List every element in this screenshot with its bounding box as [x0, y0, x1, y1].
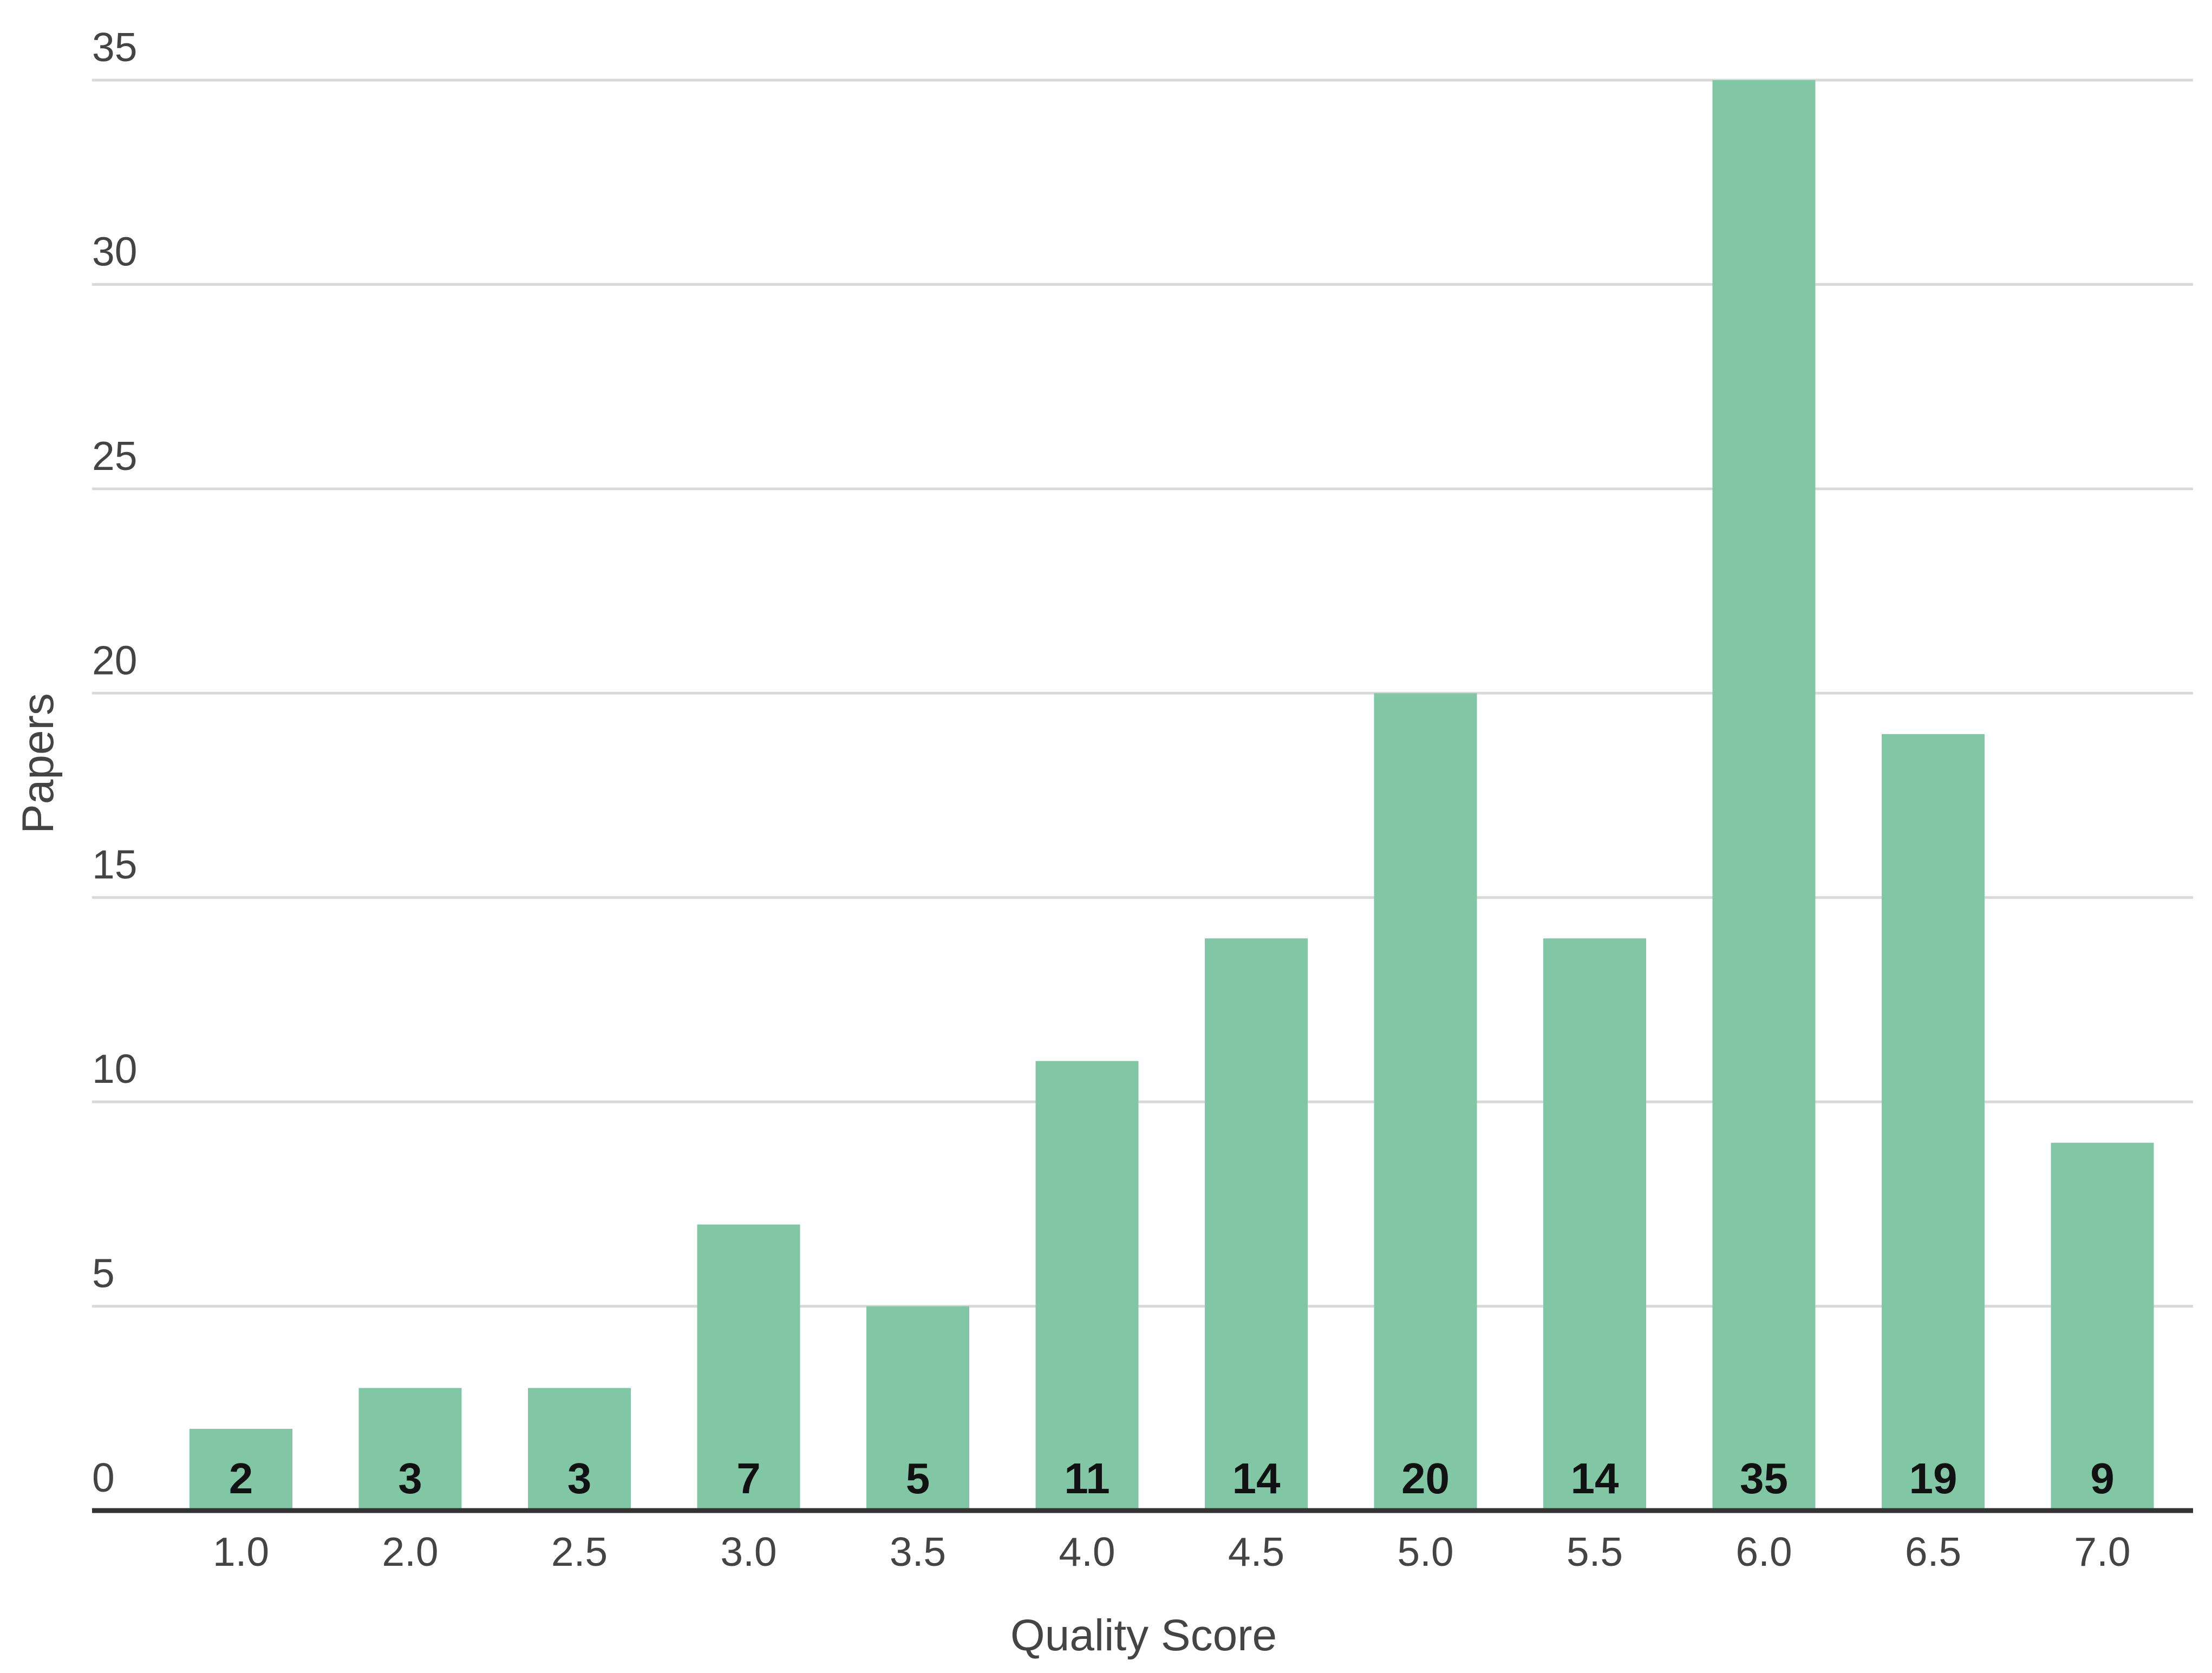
x-tick-label: 3.0 — [720, 1529, 777, 1574]
x-tick-label: 6.5 — [1905, 1529, 1961, 1574]
bar — [1882, 734, 1985, 1511]
bar-data-labels: 2 3 3 7 5 11 14 20 14 35 19 9 — [229, 1454, 2115, 1502]
bar — [1543, 938, 1646, 1511]
x-tick-label: 4.0 — [1059, 1529, 1115, 1574]
y-tick-label: 30 — [92, 228, 137, 274]
y-tick-label: 20 — [92, 637, 137, 683]
bar — [866, 1306, 969, 1511]
y-tick-label: 0 — [92, 1455, 115, 1500]
bar-data-label: 11 — [1064, 1454, 1110, 1502]
y-tick-label: 5 — [92, 1251, 115, 1296]
bar — [1374, 693, 1477, 1511]
bar — [1035, 1061, 1139, 1511]
bar — [2051, 1142, 2154, 1511]
x-tick-label: 2.5 — [551, 1529, 608, 1574]
x-tick-label: 5.0 — [1397, 1529, 1453, 1574]
bar-data-label: 20 — [1401, 1454, 1450, 1502]
bar-data-label: 9 — [2090, 1454, 2115, 1502]
y-axis-ticks: 0 5 10 15 20 25 30 35 — [92, 24, 137, 1500]
bar-data-label: 35 — [1740, 1454, 1788, 1502]
x-tick-label: 7.0 — [2074, 1529, 2130, 1574]
bar — [1712, 80, 1816, 1511]
y-tick-label: 35 — [92, 24, 137, 70]
bar — [528, 1388, 631, 1511]
bar — [358, 1388, 462, 1511]
bar-data-label: 2 — [229, 1454, 253, 1502]
gridlines — [92, 79, 2193, 1308]
bar — [190, 1429, 292, 1511]
bar-data-label: 3 — [398, 1454, 422, 1502]
bar-data-label: 14 — [1571, 1454, 1619, 1502]
x-axis-title: Quality Score — [1010, 1611, 1277, 1660]
bar-data-label: 5 — [906, 1454, 930, 1502]
bar-data-label: 3 — [567, 1454, 592, 1502]
x-tick-label: 6.0 — [1735, 1529, 1792, 1574]
y-tick-label: 25 — [92, 433, 137, 479]
x-tick-label: 4.5 — [1228, 1529, 1284, 1574]
x-tick-label: 3.5 — [890, 1529, 946, 1574]
bar-data-label: 14 — [1232, 1454, 1281, 1502]
x-axis-ticks: 1.0 2.0 2.5 3.0 3.5 4.0 4.5 5.0 5.5 6.0 6.5 7.0 — [213, 1529, 2131, 1574]
x-tick-label: 2.0 — [382, 1529, 438, 1574]
x-tick-label: 5.5 — [1567, 1529, 1623, 1574]
y-tick-label: 15 — [92, 842, 137, 887]
bar — [1205, 938, 1308, 1511]
bar-data-label: 7 — [736, 1454, 761, 1502]
bar-data-label: 19 — [1909, 1454, 1957, 1502]
y-tick-label: 10 — [92, 1046, 137, 1092]
bar — [697, 1224, 800, 1511]
y-axis-title: Papers — [14, 693, 63, 834]
x-tick-label: 1.0 — [213, 1529, 269, 1574]
bars — [190, 80, 2154, 1511]
